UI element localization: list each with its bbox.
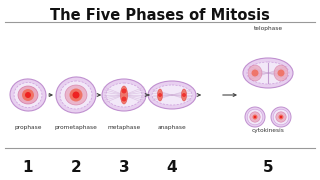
Circle shape — [73, 91, 79, 98]
Text: The Five Phases of Mitosis: The Five Phases of Mitosis — [50, 8, 270, 23]
Circle shape — [280, 116, 282, 118]
Ellipse shape — [121, 86, 127, 104]
Circle shape — [245, 107, 265, 127]
Text: 4: 4 — [167, 161, 177, 176]
Circle shape — [25, 92, 31, 98]
Text: 5: 5 — [263, 161, 273, 176]
Circle shape — [271, 107, 291, 127]
Text: 1: 1 — [23, 161, 33, 176]
Ellipse shape — [157, 89, 163, 101]
Ellipse shape — [248, 65, 262, 81]
Ellipse shape — [56, 77, 96, 113]
Text: 3: 3 — [119, 161, 129, 176]
Ellipse shape — [65, 85, 87, 105]
Circle shape — [69, 89, 83, 102]
Circle shape — [277, 69, 284, 76]
Circle shape — [247, 109, 263, 125]
Circle shape — [250, 112, 260, 122]
Text: prometaphase: prometaphase — [55, 125, 97, 130]
Circle shape — [252, 114, 258, 120]
Circle shape — [254, 116, 256, 118]
Ellipse shape — [102, 79, 146, 111]
Ellipse shape — [60, 81, 92, 109]
Ellipse shape — [243, 58, 293, 88]
Circle shape — [158, 93, 162, 97]
Ellipse shape — [274, 65, 288, 81]
Circle shape — [252, 69, 259, 76]
Circle shape — [122, 89, 126, 93]
Ellipse shape — [14, 82, 42, 107]
Circle shape — [278, 114, 284, 120]
Circle shape — [182, 93, 186, 97]
Ellipse shape — [148, 81, 196, 109]
Circle shape — [273, 109, 289, 125]
Text: prophase: prophase — [14, 125, 42, 130]
Ellipse shape — [106, 83, 142, 107]
Ellipse shape — [10, 79, 46, 111]
Text: anaphase: anaphase — [158, 125, 186, 130]
Ellipse shape — [18, 86, 38, 104]
Ellipse shape — [247, 62, 289, 84]
Ellipse shape — [152, 85, 192, 105]
Text: metaphase: metaphase — [108, 125, 140, 130]
Text: telophase: telophase — [253, 26, 283, 31]
Circle shape — [276, 112, 286, 122]
Circle shape — [22, 89, 34, 101]
Text: 2: 2 — [71, 161, 81, 176]
Text: cytokinesis: cytokinesis — [252, 128, 284, 133]
Ellipse shape — [181, 89, 187, 101]
Circle shape — [122, 96, 126, 102]
